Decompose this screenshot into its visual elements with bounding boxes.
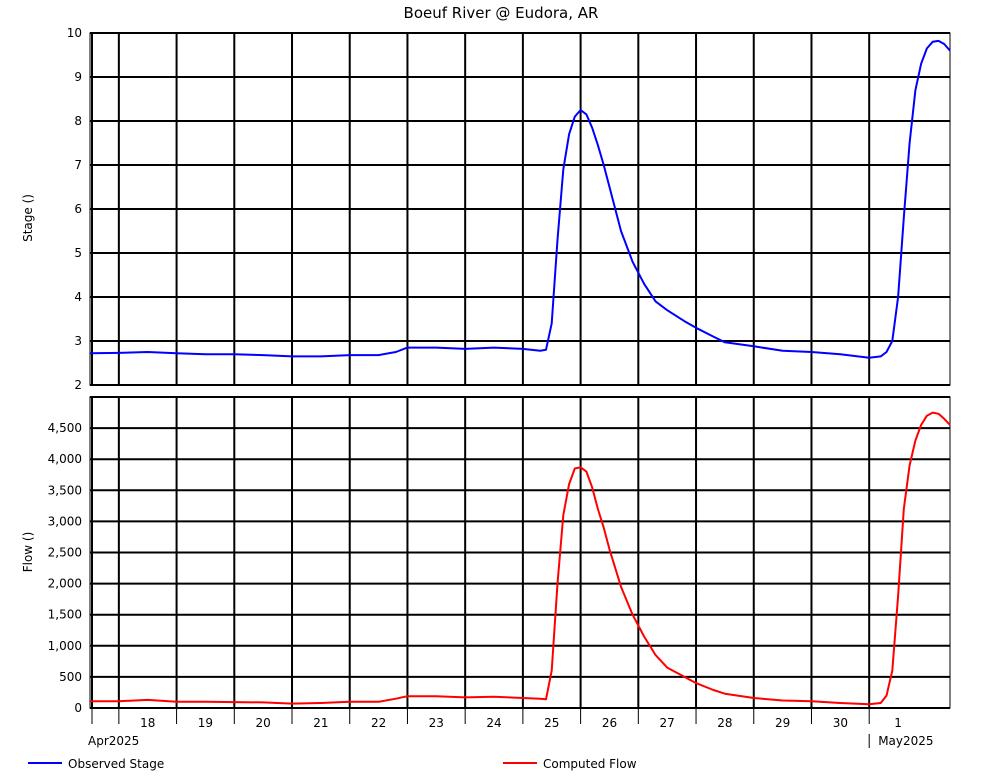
stage-axis-label: Stage (): [21, 194, 35, 242]
stage-panel: 2 3 4 5 6 7 8 9 10: [67, 26, 951, 392]
flow-y-tick-label: 3,000: [48, 514, 82, 528]
flow-axis-label: Flow (): [21, 532, 35, 573]
x-tick-label: 19: [198, 716, 213, 730]
x-tick-label: 30: [833, 716, 848, 730]
flow-y-tick-label: 2,500: [48, 546, 82, 560]
stage-y-tick-label: 5: [74, 246, 82, 260]
x-axis: 18 19 20 21 22 23 24 25 26 27 28 29 30 1 Apr2025 May202…: [88, 708, 934, 748]
legend: Observed Stage Computed Flow: [28, 757, 637, 771]
stage-y-tick-label: 2: [74, 378, 82, 392]
flow-y-tick-label: 500: [59, 670, 82, 684]
x-tick-label: 27: [660, 716, 675, 730]
flow-y-tick-label: 1,500: [48, 608, 82, 622]
stage-y-tick-label: 6: [74, 202, 82, 216]
x-month-label: May2025: [878, 734, 933, 748]
x-tick-label: 24: [486, 716, 501, 730]
flow-series-line: [90, 411, 951, 706]
x-month-label: Apr2025: [88, 734, 139, 748]
flow-y-tick-label: 4,500: [48, 421, 82, 435]
x-tick-label: 18: [140, 716, 155, 730]
x-tick-label: 28: [717, 716, 732, 730]
stage-y-tick-label: 3: [74, 334, 82, 348]
flow-y-tick-label: 0: [74, 701, 82, 715]
stage-y-tick-label: 7: [74, 158, 82, 172]
legend-label-flow: Computed Flow: [543, 757, 637, 771]
x-tick-label: 21: [313, 716, 328, 730]
flow-y-tick-label: 4,000: [48, 452, 82, 466]
stage-series-line: [89, 39, 951, 359]
flow-panel: 0 500 1,000 1,500 2,000 2,500 3,000 3,500 4,000 4…: [48, 396, 951, 715]
flow-y-tick-label: 3,500: [48, 483, 82, 497]
stage-y-tick-label: 10: [67, 26, 82, 40]
stage-y-tick-label: 9: [74, 70, 82, 84]
x-tick-label: 26: [602, 716, 617, 730]
flow-y-tick-label: 1,000: [48, 639, 82, 653]
stage-y-tick-label: 4: [74, 290, 82, 304]
x-tick-label: 25: [544, 716, 559, 730]
stage-y-tick-label: 8: [74, 114, 82, 128]
x-tick-label: 1: [894, 716, 902, 730]
x-tick-label: 22: [371, 716, 386, 730]
x-tick-label: 29: [775, 716, 790, 730]
x-tick-label: 20: [256, 716, 271, 730]
chart-title: Boeuf River @ Eudora, AR: [404, 4, 599, 22]
flow-y-tick-label: 2,000: [48, 577, 82, 591]
legend-label-stage: Observed Stage: [68, 757, 164, 771]
x-tick-label: 23: [429, 716, 444, 730]
